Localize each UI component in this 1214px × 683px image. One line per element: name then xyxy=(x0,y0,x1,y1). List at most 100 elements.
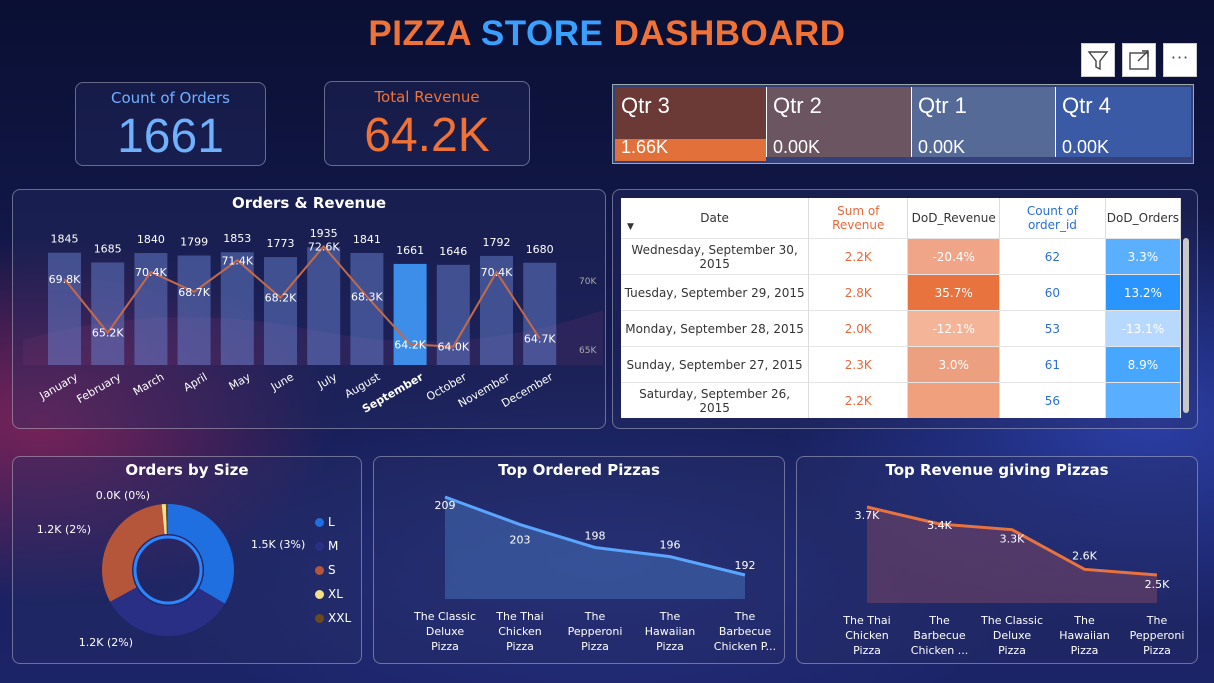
point-label: 196 xyxy=(660,539,681,552)
legend-item-xxl[interactable]: XXL xyxy=(315,611,351,625)
slice-m xyxy=(110,587,225,636)
table-scrollbar[interactable] xyxy=(1183,238,1189,413)
cell-dod-revenue: -12.1% xyxy=(907,310,1001,347)
legend-label: S xyxy=(328,563,336,577)
slicer-item-qtr4[interactable]: Qtr 4 0.00K xyxy=(1056,87,1191,157)
top-revenue-chart: 3.7K 3.4K 3.3K 2.6K 2.5K The Thai Chicken Pizza… xyxy=(842,505,1185,657)
more-options-button[interactable]: ··· xyxy=(1163,43,1197,77)
cell-date: Saturday, September 26, 2015 xyxy=(621,382,810,418)
col-sum-revenue[interactable]: Sum of Revenue xyxy=(808,198,909,239)
revenue-line xyxy=(63,244,541,348)
cell-revenue: 2.3K xyxy=(808,346,909,383)
slice-label: 0.0K (0%) xyxy=(96,489,150,502)
point-label: 209 xyxy=(435,499,456,512)
x-tick-label: The Thai xyxy=(495,610,543,623)
x-tick-label: Pizza xyxy=(431,640,459,653)
top-revenue-panel: Top Revenue giving Pizzas 3.7K 3.4K 3.3K 2.… xyxy=(796,456,1198,664)
x-tick-label: April xyxy=(181,370,209,394)
legend-item-m[interactable]: M xyxy=(315,539,338,553)
kpi-total-revenue: Total Revenue 64.2K xyxy=(324,81,530,166)
bar-label: 1935 xyxy=(310,227,338,240)
x-tick-label: Pizza xyxy=(998,644,1026,657)
col-date[interactable]: Date ▼ xyxy=(621,198,810,239)
cell-dod-orders xyxy=(1105,382,1182,418)
dashboard-title: PIZZA STORE DASHBOARD xyxy=(368,14,846,53)
x-tick-label: Barbecue xyxy=(719,625,772,638)
x-tick-label: Pizza xyxy=(656,640,684,653)
x-tick-label: February xyxy=(74,370,123,406)
revenue-label: 65.2K xyxy=(92,327,124,340)
slicer-value: 0.00K xyxy=(1062,137,1110,157)
x-tick-label: Hawaiian xyxy=(1059,629,1110,642)
slicer-item-qtr3[interactable]: Qtr 3 1.66K xyxy=(615,87,767,161)
col-dod-revenue[interactable]: DoD_Revenue xyxy=(907,198,1001,239)
legend-item-l[interactable]: L xyxy=(315,515,335,529)
legend-dot xyxy=(315,542,324,551)
cell-dod-revenue xyxy=(907,382,1001,418)
x-tick-label: Pepperoni xyxy=(1130,629,1185,642)
revenue-label: 72.6K xyxy=(308,240,340,253)
point-label: 2.5K xyxy=(1145,578,1170,591)
x-tick-label: Hawaiian xyxy=(645,625,696,638)
table-row[interactable]: Tuesday, September 29, 2015 2.8K 35.7% 60 13… xyxy=(621,274,1182,311)
legend-dot xyxy=(315,566,324,575)
cell-dod-revenue: 3.0% xyxy=(907,346,1001,383)
x-tick-label: Chicken xyxy=(845,629,889,642)
area-line xyxy=(444,495,746,577)
revenue-label: 64.7K xyxy=(524,333,556,346)
x-tick-label: Pizza xyxy=(853,644,881,657)
cell-dod-revenue: 35.7% xyxy=(907,274,1001,311)
legend-label: L xyxy=(328,515,335,529)
x-tick-label: January xyxy=(37,370,81,403)
col-dod-orders[interactable]: DoD_Orders xyxy=(1105,198,1182,239)
point-label: 3.3K xyxy=(1000,533,1025,546)
daily-table: Date ▼ Sum of Revenue DoD_Revenue Count o… xyxy=(621,198,1182,418)
x-tick-label: Barbecue xyxy=(913,629,966,642)
legend-item-xl[interactable]: XL xyxy=(315,587,343,601)
bar-december xyxy=(523,262,557,365)
table-row[interactable]: Wednesday, September 30, 2015 2.2K -20.4% 6… xyxy=(621,238,1182,275)
kpi-value: 64.2K xyxy=(364,109,490,162)
point-label: 3.7K xyxy=(855,509,880,522)
x-tick-label: June xyxy=(268,370,296,394)
slicer-fill xyxy=(615,139,766,161)
table-row[interactable]: Monday, September 28, 2015 2.0K -12.1% 53 -1… xyxy=(621,310,1182,347)
daily-table-panel: Date ▼ Sum of Revenue DoD_Revenue Count o… xyxy=(612,189,1198,429)
y2-tick-label: 70K xyxy=(579,277,597,287)
table-row[interactable]: Sunday, September 27, 2015 2.3K 3.0% 61 8.9% xyxy=(621,346,1182,383)
slicer-item-qtr2[interactable]: Qtr 2 0.00K xyxy=(767,87,912,157)
cell-revenue: 2.2K xyxy=(808,238,909,275)
top-ordered-chart: 209 203 198 196 192 The Classic Deluxe Pizza The… xyxy=(413,495,776,653)
legend-item-s[interactable]: S xyxy=(315,563,336,577)
revenue-label: 64.2K xyxy=(394,338,426,351)
bar-february xyxy=(91,262,125,365)
point-label: 3.4K xyxy=(927,519,952,532)
cell-date: Monday, September 28, 2015 xyxy=(621,310,810,347)
focus-mode-button[interactable] xyxy=(1122,43,1156,77)
quarter-slicer[interactable]: Qtr 3 1.66K Qtr 2 0.00K Qtr 1 0.00K Qtr … xyxy=(612,84,1194,164)
x-tick-label: The xyxy=(584,610,606,623)
col-count-orders[interactable]: Count of order_id xyxy=(999,198,1106,239)
revenue-label: 70.4K xyxy=(135,266,167,279)
top-ordered-panel: Top Ordered Pizzas 209 203 198 196 192 The Cl… xyxy=(373,456,785,664)
slicer-value: 0.00K xyxy=(773,137,821,157)
revenue-label: 69.8K xyxy=(49,273,81,286)
bar-label: 1685 xyxy=(94,242,122,255)
slicer-value: 1.66K xyxy=(621,137,669,157)
bar-april xyxy=(177,255,211,365)
x-tick-label: Pizza xyxy=(581,640,609,653)
slicer-item-qtr1[interactable]: Qtr 1 0.00K xyxy=(912,87,1056,157)
more-options-icon: ··· xyxy=(1170,48,1190,67)
chart-title: Top Ordered Pizzas xyxy=(498,461,660,479)
x-tick-label: Deluxe xyxy=(993,629,1031,642)
x-tick-label: The xyxy=(734,610,756,623)
filter-button[interactable] xyxy=(1081,43,1115,77)
sort-icon[interactable]: ▼ xyxy=(627,222,634,232)
x-tick-label: Chicken P... xyxy=(714,640,776,653)
slice-label: 1.5K (3%) xyxy=(251,538,305,551)
x-tick-label: Pepperoni xyxy=(568,625,623,638)
orders-revenue-chart: 1845 January 1685 February 1840 March 1799 Apri… xyxy=(23,227,603,416)
table-row[interactable]: Saturday, September 26, 2015 2.2K 56 xyxy=(621,382,1182,418)
point-label: 203 xyxy=(510,534,531,547)
bar-label: 1646 xyxy=(439,245,467,258)
